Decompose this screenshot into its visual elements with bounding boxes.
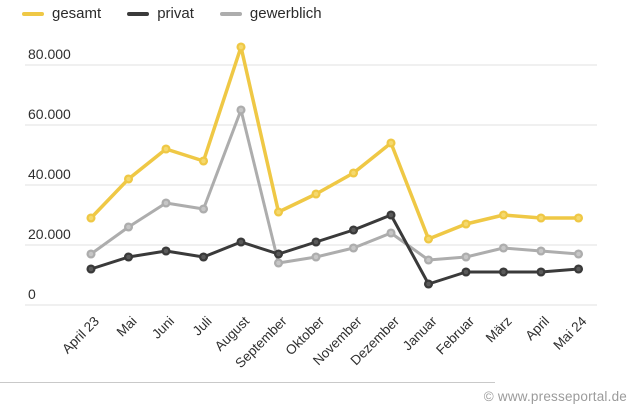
y-tick-label: 40.000	[28, 166, 71, 182]
x-tick-label: Mai	[114, 314, 140, 340]
data-point-gesamt[interactable]	[123, 174, 134, 184]
data-point-gesamt[interactable]	[348, 168, 359, 178]
data-point-gewerblich[interactable]	[386, 228, 396, 238]
data-point-privat[interactable]	[498, 267, 509, 277]
data-point-gewerblich[interactable]	[236, 105, 246, 115]
footer-divider	[0, 382, 495, 383]
series-line-privat	[89, 213, 580, 286]
x-tick-label: Juni	[149, 314, 177, 342]
x-tick-label: Juli	[190, 314, 215, 339]
data-point-privat[interactable]	[161, 246, 171, 256]
data-point-gesamt[interactable]	[573, 213, 584, 223]
data-point-gesamt[interactable]	[536, 213, 546, 223]
data-point-gesamt[interactable]	[236, 42, 246, 52]
data-point-gewerblich[interactable]	[123, 222, 134, 232]
data-point-privat[interactable]	[386, 210, 396, 220]
data-point-privat[interactable]	[423, 279, 434, 289]
data-point-gewerblich[interactable]	[573, 249, 584, 259]
y-tick-label: 0	[28, 286, 36, 302]
data-point-gewerblich[interactable]	[273, 258, 284, 268]
data-point-privat[interactable]	[536, 267, 546, 277]
data-point-gewerblich[interactable]	[461, 252, 471, 262]
x-tick-label: April	[522, 314, 552, 344]
x-tick-label: Mai 24	[550, 313, 590, 353]
data-point-gewerblich[interactable]	[348, 243, 359, 253]
data-point-gesamt[interactable]	[461, 219, 471, 229]
data-point-gesamt[interactable]	[86, 213, 96, 223]
y-tick-label: 80.000	[28, 46, 71, 62]
x-tick-label: April 23	[59, 314, 102, 357]
data-point-privat[interactable]	[573, 264, 584, 274]
y-tick-label: 60.000	[28, 106, 71, 122]
x-tick-label: März	[483, 313, 515, 345]
series-line-gesamt	[89, 45, 581, 241]
data-point-privat[interactable]	[123, 252, 134, 262]
legend: gesamt privat gewerblich	[22, 5, 322, 23]
data-point-privat[interactable]	[461, 267, 471, 277]
data-point-gewerblich[interactable]	[536, 246, 546, 256]
line-chart: 0 20.000 40.000 60.000 80.000 April 23 Mai Juni…	[25, 42, 597, 371]
data-point-privat[interactable]	[86, 264, 96, 274]
legend-dash-privat-icon	[127, 12, 150, 16]
legend-dash-gesamt-icon	[22, 12, 44, 16]
legend-item-privat[interactable]: privat	[127, 5, 194, 23]
chart-canvas: 0 20.000 40.000 60.000 80.000 April 23 Mai Juni…	[25, 42, 597, 371]
data-point-privat[interactable]	[348, 225, 359, 235]
data-point-gesamt[interactable]	[198, 156, 209, 166]
data-point-gesamt[interactable]	[423, 234, 434, 244]
data-point-gewerblich[interactable]	[311, 252, 321, 262]
y-tick-label: 20.000	[28, 226, 71, 242]
data-point-gewerblich[interactable]	[86, 249, 96, 259]
data-point-privat[interactable]	[311, 237, 321, 247]
data-point-privat[interactable]	[198, 252, 209, 262]
legend-label-gesamt: gesamt	[52, 5, 102, 22]
data-point-gewerblich[interactable]	[498, 243, 509, 253]
data-point-gesamt[interactable]	[161, 144, 171, 154]
data-point-gesamt[interactable]	[273, 207, 284, 217]
legend-item-gewerblich[interactable]: gewerblich	[219, 5, 322, 23]
x-tick-label: Februar	[433, 313, 477, 357]
data-point-gesamt[interactable]	[386, 138, 396, 148]
data-point-gewerblich[interactable]	[423, 255, 434, 265]
data-point-gesamt[interactable]	[498, 210, 509, 220]
legend-label-gewerblich: gewerblich	[249, 5, 322, 22]
data-point-gewerblich[interactable]	[161, 198, 171, 208]
legend-label-privat: privat	[157, 5, 194, 22]
data-point-gesamt[interactable]	[311, 189, 321, 199]
data-point-privat[interactable]	[273, 249, 284, 259]
data-point-gewerblich[interactable]	[198, 204, 209, 214]
legend-item-gesamt[interactable]: gesamt	[22, 5, 101, 23]
data-point-privat[interactable]	[236, 237, 246, 247]
legend-dash-gewerblich-icon	[219, 12, 242, 16]
series-line-gewerblich	[89, 108, 580, 265]
copyright-text: © www.presseportal.de	[483, 389, 627, 404]
